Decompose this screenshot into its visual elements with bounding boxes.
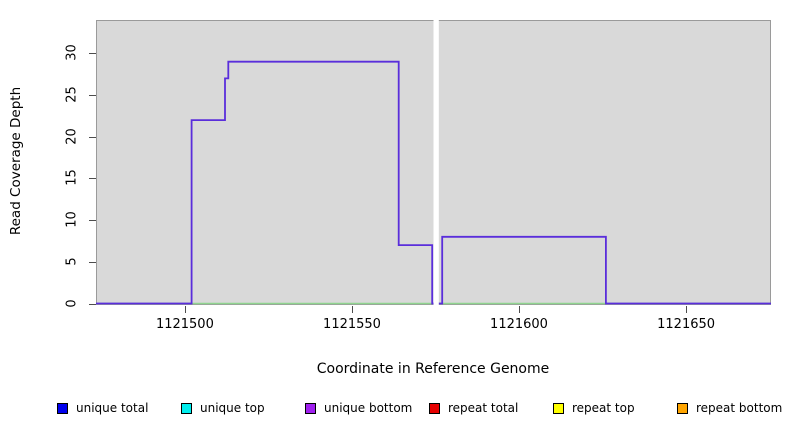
legend-label: unique bottom (324, 401, 413, 415)
legend-swatch-repeat-top (553, 402, 564, 414)
x-tick-mark (519, 306, 520, 313)
coverage-step-line (96, 60, 771, 305)
legend-swatch-repeat-total (429, 402, 440, 414)
y-tick-mark (89, 220, 96, 222)
x-tick-mark (686, 306, 688, 313)
y-tick-label: 5 (64, 257, 80, 266)
x-tick-label: 1121550 (323, 317, 381, 332)
legend-label: repeat top (572, 401, 635, 415)
y-tick-label: 25 (64, 86, 80, 103)
legend-label: unique top (200, 401, 265, 415)
x-tick-mark (184, 306, 186, 313)
y-tick-label: 30 (64, 44, 80, 62)
legend-swatch-unique-top (181, 402, 192, 414)
x-tick-label: 1121500 (155, 317, 214, 332)
y-tick-mark (89, 178, 96, 180)
legend-label: repeat total (448, 401, 519, 415)
x-tick-mark (352, 306, 353, 313)
legend-swatch-unique-total (57, 402, 68, 414)
legend-item: unique bottom (305, 401, 412, 415)
y-tick-mark (89, 53, 96, 55)
y-tick-label: 15 (64, 169, 80, 187)
x-tick-label: 1121600 (490, 317, 548, 332)
y-tick-mark (89, 136, 96, 138)
masked-gap-region (433, 20, 439, 305)
legend-swatch-unique-bottom (305, 402, 316, 414)
y-tick-mark (89, 95, 96, 96)
legend-item: unique total (57, 401, 148, 415)
legend-item: repeat bottom (677, 401, 782, 415)
legend-label: unique total (76, 401, 149, 415)
legend-item: repeat top (553, 401, 635, 415)
x-tick-label: 1121650 (657, 317, 716, 332)
y-tick-label: 0 (64, 298, 80, 308)
plot-area (96, 20, 771, 305)
legend-label: repeat bottom (696, 401, 783, 415)
x-axis-title: Coordinate in Reference Genome (316, 361, 550, 377)
legend-item: repeat total (429, 401, 518, 415)
legend-swatch-repeat-bottom (677, 402, 688, 414)
legend-item: unique top (181, 401, 265, 415)
y-tick-mark (89, 261, 96, 263)
y-axis-title: Read Coverage Depth (8, 86, 24, 236)
y-tick-label: 20 (64, 127, 80, 145)
y-tick-mark (89, 303, 96, 305)
y-tick-label: 10 (64, 211, 80, 228)
